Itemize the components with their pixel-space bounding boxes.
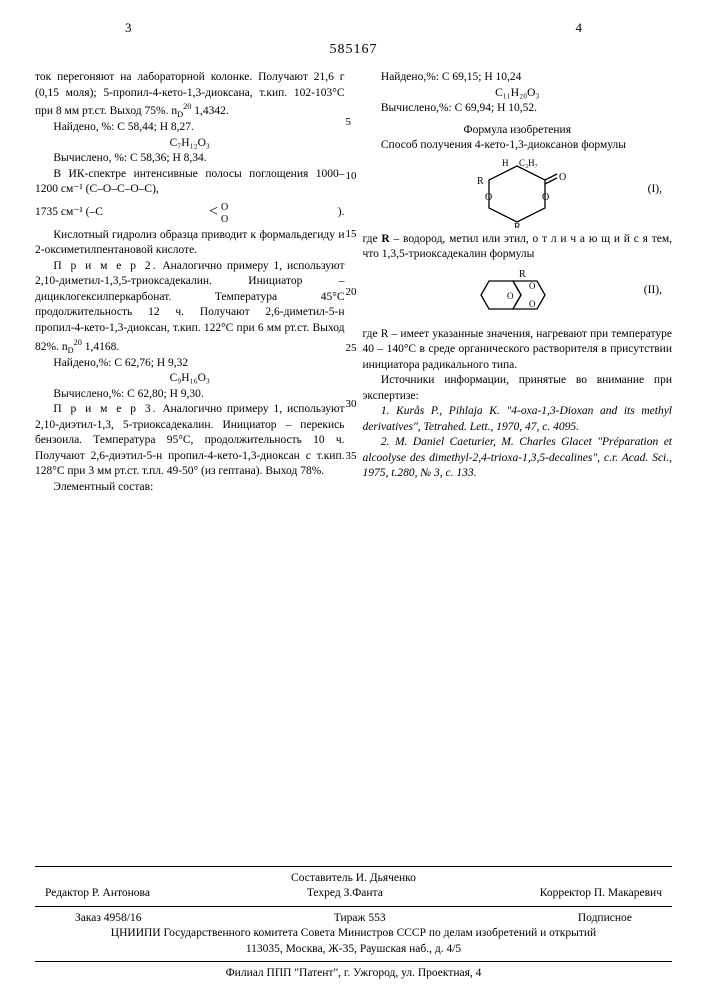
structure-I-icon: H C₃H₇ R O O R O	[457, 158, 577, 228]
svg-text:O: O	[542, 192, 549, 203]
org-line: ЦНИИПИ Государственного комитета Совета …	[35, 926, 672, 942]
page-num-right: 4	[576, 20, 583, 36]
svg-text:O: O	[221, 202, 228, 213]
svg-text:C₃H₇: C₃H₇	[519, 158, 538, 168]
carbonyl-bracket-icon: < O O	[209, 202, 231, 224]
txt: R	[381, 233, 389, 245]
txt: о т л и ч а ю щ и й с я	[533, 233, 648, 245]
txt: Элементный состав:	[35, 480, 345, 496]
right-column: Найдено,%: С 69,15; Н 10,24 C₁₁H₂₀O₃ Выч…	[363, 70, 673, 495]
calc-line: Вычислено, %: С 58,36; Н 8,34.	[35, 151, 345, 167]
podpisnoe: Подписное	[578, 911, 632, 927]
left-column: ток перегоняют на лабораторной колонке. …	[35, 70, 345, 495]
editor-label: Редактор	[45, 887, 89, 899]
claim-title: Формула изобретения	[363, 123, 673, 139]
line-num: 15	[346, 228, 357, 240]
txt: ).	[338, 205, 345, 221]
empirical-formula: C₉H₁₆O₃	[35, 371, 345, 387]
svg-text:O: O	[529, 281, 536, 291]
found-line: Найдено,%: С 62,76; Н 9,32	[35, 356, 345, 372]
found-line: Найдено,%: С 69,15; Н 10,24	[363, 70, 673, 86]
svg-text:H: H	[502, 158, 509, 168]
formula-label: (I),	[648, 182, 662, 198]
editor-name: Р. Антонова	[92, 887, 150, 899]
svg-text:<: <	[209, 203, 218, 220]
corrector-label: Корректор	[540, 887, 591, 899]
txt: где R – имеет указанные значения, нагрев…	[363, 327, 673, 374]
svg-text:O: O	[485, 192, 492, 203]
example-title: П р и м е р 2.	[53, 260, 157, 272]
svg-text:O: O	[507, 291, 514, 301]
svg-text:R: R	[477, 176, 484, 187]
line-num: 30	[346, 398, 357, 410]
line-num: 25	[346, 342, 357, 354]
line-num: 5	[346, 116, 352, 128]
refs-title: Источники информации, принятые во вниман…	[363, 373, 673, 404]
txt: Кислотный гидролиз образца приводит к фо…	[35, 228, 345, 259]
txt: 1,4168.	[82, 340, 119, 352]
page-num-left: 3	[125, 20, 132, 36]
composer-label: Составитель	[291, 872, 353, 884]
composer-name: И. Дьяченко	[356, 872, 416, 884]
formula-label: (II),	[644, 283, 662, 299]
branch-line: Филиал ППП "Патент", г. Ужгород, ул. Про…	[35, 966, 672, 982]
txt: где	[363, 233, 382, 245]
line-num: 10	[346, 170, 357, 182]
svg-text:O: O	[221, 214, 228, 224]
tirazh: Тираж 553	[334, 911, 386, 927]
txt: Способ получения 4-кето-1,3-диоксанов фо…	[363, 138, 673, 154]
svg-text:R: R	[519, 269, 526, 280]
svg-text:O: O	[559, 172, 566, 183]
address-line: 113035, Москва, Ж-35, Раушская наб., д. …	[35, 942, 672, 958]
calc-line: Вычислено,%: С 69,94; Н 10,52.	[363, 101, 673, 117]
ref-item: 2. M. Daniel Caeturier, M. Charles Glace…	[363, 435, 673, 482]
found-line: Найдено, %: С 58,44; Н 8,27.	[35, 120, 345, 136]
line-num: 20	[346, 286, 357, 298]
txt: 1,4342.	[191, 105, 228, 117]
structure-II-icon: R O O O	[457, 267, 577, 323]
order-no: Заказ 4958/16	[75, 911, 142, 927]
example-title: П р и м е р 3.	[53, 403, 157, 415]
svg-text:R: R	[514, 222, 521, 228]
txt: – водород, метил или этил,	[390, 233, 533, 245]
ref-item: 1. Kurås P., Pihlaja K. "4-oxa-1,3-Dioxa…	[363, 404, 673, 435]
line-num: 35	[346, 450, 357, 462]
empirical-formula: C₇H₁₂O₃	[35, 136, 345, 152]
txt: В ИК-спектре интенсивные полосы поглощен…	[35, 167, 345, 198]
empirical-formula: C₁₁H₂₀O₃	[363, 86, 673, 102]
svg-text:O: O	[529, 299, 536, 309]
patent-number: 585167	[35, 42, 672, 58]
tech-label: Техред	[307, 887, 341, 899]
tech-name: З.Фанта	[344, 887, 383, 899]
corrector-name: П. Макаревич	[594, 887, 662, 899]
calc-line: Вычислено,%: С 62,80; Н 9,30.	[35, 387, 345, 403]
txt: 1735 см⁻¹ (–С	[35, 205, 103, 221]
footer-block: Составитель И. Дьяченко Редактор Р. Анто…	[35, 862, 672, 982]
